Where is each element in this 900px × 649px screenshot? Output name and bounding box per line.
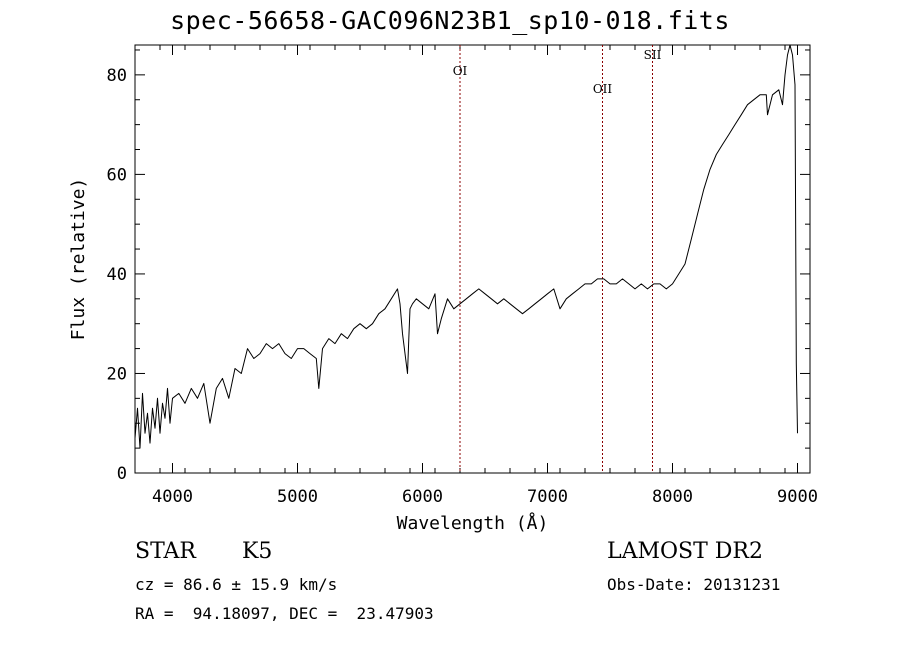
x-tick-label: 5000 <box>277 487 318 507</box>
x-tick-label: 6000 <box>402 487 443 507</box>
y-tick-label: 40 <box>107 265 127 285</box>
x-tick-label: 4000 <box>152 487 193 507</box>
emission-line-label: SII <box>644 48 662 62</box>
y-tick-label: 0 <box>117 464 127 484</box>
emission-line-label: OII <box>593 82 613 96</box>
redshift-velocity: cz = 86.6 ± 15.9 km/s <box>135 575 338 594</box>
y-tick-label: 80 <box>107 66 127 86</box>
sky-coordinates: RA = 94.18097, DEC = 23.47903 <box>135 604 434 623</box>
object-class: STAR <box>135 539 196 564</box>
y-axis-label: Flux (relative) <box>68 178 89 341</box>
y-tick-label: 20 <box>107 364 127 384</box>
x-axis-ticks: 4000 5000 6000 7000 8000 9000 <box>134 45 818 507</box>
spectrum-line-0 <box>134 44 798 449</box>
survey-name: LAMOST DR2 <box>607 539 763 564</box>
plot-border <box>134 44 811 474</box>
x-tick-label: 7000 <box>527 487 568 507</box>
emission-line-label: OI <box>453 64 468 78</box>
axis-labels: Wavelength (Å) Flux (relative) <box>68 178 548 534</box>
x-tick-label: 8000 <box>652 487 693 507</box>
x-tick-label: 9000 <box>777 487 818 507</box>
observation-date: Obs-Date: 20131231 <box>607 575 781 594</box>
chart-title: spec-56658-GAC096N23B1_sp10-018.fits <box>170 6 730 35</box>
y-tick-label: 60 <box>107 165 127 185</box>
x-axis-label: Wavelength (Å) <box>397 512 549 534</box>
emission-line-markers: OI OII SII <box>453 45 662 473</box>
plot-frame <box>134 44 811 474</box>
spectrum-series <box>134 44 798 449</box>
object-subclass: K5 <box>242 539 273 564</box>
y-axis-ticks: 0 20 40 60 80 <box>107 49 810 484</box>
